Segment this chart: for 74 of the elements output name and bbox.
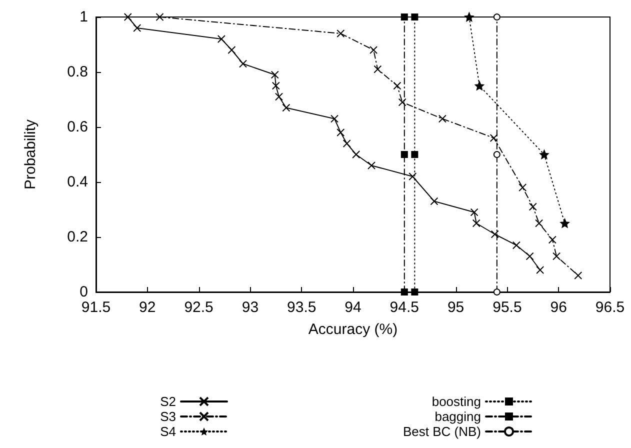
x-tick-label: 95 xyxy=(447,299,464,316)
point xyxy=(400,14,408,20)
y-tick-label: 0.2 xyxy=(67,228,88,246)
point xyxy=(493,151,500,158)
point xyxy=(342,140,351,148)
point xyxy=(374,65,382,74)
point xyxy=(282,104,290,112)
point xyxy=(398,98,406,106)
point xyxy=(552,252,561,260)
x-tick-label: 91.5 xyxy=(81,299,111,316)
y-axis-title: Probability xyxy=(22,118,39,190)
point xyxy=(239,60,248,68)
legend-label: S4 xyxy=(160,424,176,439)
point xyxy=(518,184,527,192)
point xyxy=(411,288,418,296)
x-tick-label: 93.5 xyxy=(287,299,316,316)
point xyxy=(336,128,345,136)
x-tick-label: 94.5 xyxy=(390,299,419,316)
x-tick-label: 96.5 xyxy=(595,299,625,316)
legend-label: Best BC (NB) xyxy=(402,424,481,439)
point xyxy=(472,219,480,228)
x-axis-title: Accuracy (%) xyxy=(308,321,398,338)
point xyxy=(548,236,556,244)
y-tick-label: 0 xyxy=(80,284,88,300)
x-tick-label: 95.5 xyxy=(492,299,522,316)
point xyxy=(528,202,537,211)
point xyxy=(438,114,446,123)
point xyxy=(330,114,338,123)
point xyxy=(490,134,498,142)
y-tick-label: 0.6 xyxy=(67,118,88,136)
point xyxy=(490,230,499,238)
point xyxy=(352,150,360,158)
legend-label: boosting xyxy=(432,394,481,409)
x-tick-label: 96 xyxy=(550,299,567,316)
point xyxy=(536,266,544,274)
point xyxy=(430,197,438,206)
point xyxy=(411,14,418,20)
point xyxy=(393,82,402,90)
y-tick-label: 1 xyxy=(80,8,88,26)
y-tick-label: 0.8 xyxy=(67,64,88,80)
point xyxy=(470,208,478,216)
x-tick-label: 93 xyxy=(242,299,259,316)
point xyxy=(368,162,376,170)
legend-label: S2 xyxy=(160,394,176,409)
point xyxy=(474,81,484,90)
legend-label: bagging xyxy=(434,409,481,424)
point xyxy=(270,70,279,79)
point xyxy=(493,288,500,296)
y-tick-label: 0.4 xyxy=(67,174,88,190)
point xyxy=(574,272,582,280)
point xyxy=(272,82,280,90)
legend-label: S3 xyxy=(160,409,176,424)
point xyxy=(370,46,378,54)
point xyxy=(535,219,544,228)
point xyxy=(156,13,164,21)
point xyxy=(400,288,408,296)
x-tick-label: 92.5 xyxy=(184,299,214,316)
point xyxy=(526,252,534,260)
x-tick-label: 92 xyxy=(139,299,156,316)
x-tick-label: 94 xyxy=(344,299,362,316)
point xyxy=(133,24,142,32)
point xyxy=(336,30,345,38)
point xyxy=(560,218,570,228)
point xyxy=(274,92,283,101)
point xyxy=(400,151,408,158)
point xyxy=(512,241,520,250)
point xyxy=(124,13,132,21)
point xyxy=(411,151,418,158)
point xyxy=(408,172,417,180)
point xyxy=(217,35,226,43)
point xyxy=(540,150,549,159)
point xyxy=(464,12,474,22)
point xyxy=(228,46,236,54)
point xyxy=(493,14,500,20)
